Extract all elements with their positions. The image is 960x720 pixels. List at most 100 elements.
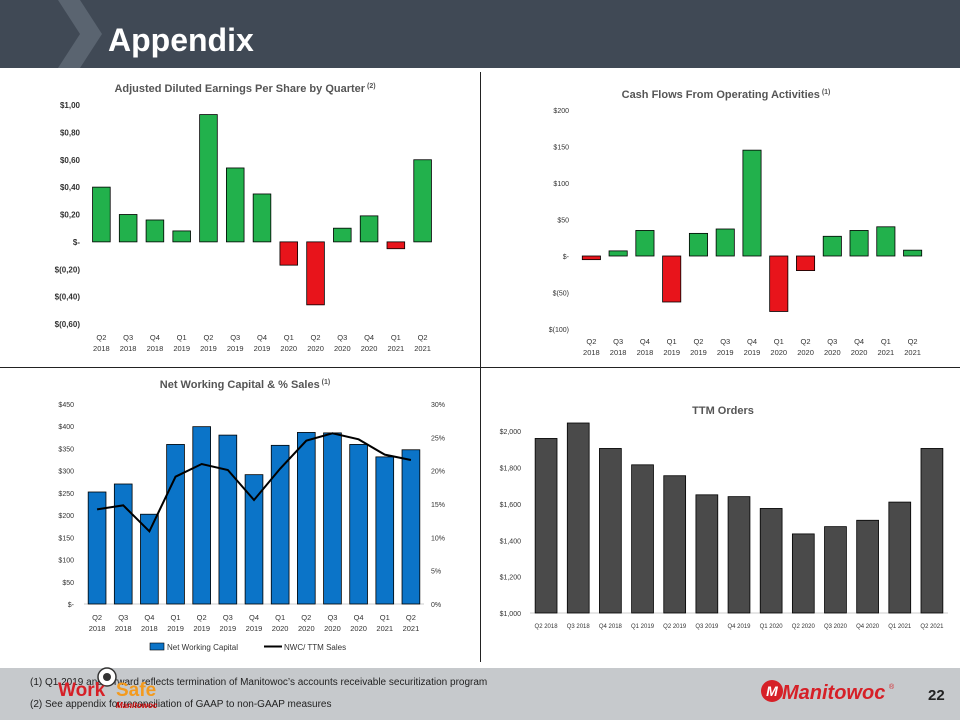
nwc-y2tick-label: 15% (431, 502, 445, 509)
ttm-xtick-label: Q2 2019 (663, 624, 687, 630)
nwc-y2tick-label: 0% (431, 602, 441, 609)
eps-xtick-year: 2019 (227, 344, 244, 353)
eps-xtick-year: 2020 (361, 344, 378, 353)
eps-xtick-year: 2019 (254, 344, 271, 353)
cfo-bar (662, 255, 682, 303)
ttm-bar (856, 519, 879, 614)
nwc-xtick-year: 2019 (167, 624, 184, 633)
ttm-ytick-label: $1,200 (500, 575, 522, 582)
nwc-bar (192, 426, 211, 605)
nwc-xtick-quarter: Q2 (406, 613, 416, 622)
nwc-bar (113, 483, 133, 605)
cfo-xtick-quarter: Q1 (774, 337, 784, 346)
nwc-xtick-year: 2018 (115, 624, 132, 633)
eps-xtick-quarter: Q3 (123, 333, 133, 342)
cfo-ytick-label: $150 (553, 145, 569, 152)
cfo-bar (796, 255, 816, 271)
ttm-xtick-label: Q4 2020 (856, 624, 880, 630)
cfo-bar (742, 149, 762, 257)
nwc-xtick-quarter: Q3 (223, 613, 233, 622)
chevron-decoration (58, 0, 102, 68)
horizontal-divider (0, 367, 960, 368)
cfo-ytick-label: $50 (557, 218, 569, 225)
nwc-xtick-quarter: Q2 (301, 613, 311, 622)
cfo-xtick-quarter: Q2 (908, 337, 918, 346)
ttm-xtick-label: Q2 2018 (535, 624, 559, 630)
eps-xtick-year: 2018 (93, 344, 110, 353)
cfo-xtick-year: 2019 (690, 348, 707, 357)
eps-bar (279, 241, 299, 266)
cfo-bar (903, 249, 923, 257)
ttm-bar (663, 475, 687, 614)
ttm-xtick-label: Q1 2019 (631, 624, 655, 630)
nwc-y2tick-label: 20% (431, 469, 445, 476)
cfo-xtick-year: 2018 (637, 348, 654, 357)
manitowoc-logo-icon: M (761, 680, 783, 702)
eps-xtick-quarter: Q4 (257, 333, 267, 342)
eps-ytick-label: $0,80 (60, 128, 81, 137)
nwc-y2tick-label: 30% (431, 402, 445, 409)
eps-xtick-quarter: Q2 (418, 333, 428, 342)
eps-ytick-label: $0,60 (60, 156, 81, 165)
nwc-xtick-year: 2021 (403, 624, 420, 633)
cfo-xtick-quarter: Q3 (720, 337, 730, 346)
eps-bar (172, 230, 191, 243)
nwc-bar (270, 444, 290, 605)
eps-xtick-year: 2019 (200, 344, 217, 353)
cash-flow-chart: Cash Flows From Operating Activities (1)… (481, 70, 960, 367)
brand-registered-mark: ® (889, 684, 895, 691)
eps-bar (118, 214, 138, 243)
worksafe-sub-text: Manitowoc (116, 701, 158, 710)
cfo-bar (715, 228, 735, 257)
nwc-xtick-year: 2019 (193, 624, 210, 633)
eps-xtick-quarter: Q1 (177, 333, 187, 342)
footer-band (0, 668, 960, 720)
cfo-xtick-year: 2019 (663, 348, 680, 357)
cfo-ytick-label: $- (563, 254, 570, 261)
brand-name: Manitowoc (782, 682, 886, 704)
nwc-bar (323, 432, 342, 605)
nwc-xtick-quarter: Q3 (118, 613, 128, 622)
cfo-xtick-quarter: Q4 (640, 337, 650, 346)
ttm-bar (534, 438, 558, 614)
nwc-xtick-year: 2020 (298, 624, 315, 633)
nwc-xtick-quarter: Q4 (249, 613, 259, 622)
nwc-ytick-label: $400 (58, 424, 74, 431)
nwc-xtick-quarter: Q3 (327, 613, 337, 622)
cfo-xtick-year: 2019 (744, 348, 761, 357)
cfo-bar (849, 230, 869, 257)
eps-xtick-year: 2019 (173, 344, 190, 353)
eps-bar (145, 219, 165, 243)
ttm-xtick-label: Q4 2019 (727, 624, 751, 630)
eps-xtick-year: 2020 (334, 344, 351, 353)
cfo-xtick-quarter: Q4 (854, 337, 864, 346)
nwc-xtick-quarter: Q1 (380, 613, 390, 622)
nwc-chart-title: Net Working Capital & % Sales (1) (160, 379, 330, 391)
eps-xtick-year: 2018 (147, 344, 164, 353)
ttm-bar (599, 448, 622, 614)
eps-ytick-label: $1,00 (60, 101, 81, 110)
ttm-xtick-label: Q4 2018 (599, 624, 623, 630)
page-title: Appendix (108, 22, 254, 58)
ttm-orders-chart: TTM Orders $2,000 $1,800 $1,600 $1,400 $1,200… (481, 368, 960, 662)
eps-ytick-label: $- (73, 238, 80, 247)
eps-xtick-quarter: Q3 (230, 333, 240, 342)
nwc-xtick-quarter: Q4 (144, 613, 154, 622)
nwc-ytick-label: $50 (62, 580, 74, 587)
cfo-xtick-year: 2020 (797, 348, 814, 357)
cfo-ytick-label: $100 (553, 181, 569, 188)
nwc-xtick-quarter: Q2 (197, 613, 207, 622)
nwc-xtick-quarter: Q4 (354, 613, 364, 622)
eps-bar (333, 227, 352, 243)
ttm-xtick-label: Q3 2020 (824, 624, 848, 630)
eps-bar (252, 193, 272, 243)
eps-bar (413, 159, 432, 243)
nwc-bar (87, 491, 107, 605)
eps-ytick-label: $0,20 (60, 211, 81, 220)
nwc-bar (375, 456, 395, 605)
nwc-xtick-year: 2020 (324, 624, 341, 633)
cfo-xtick-quarter: Q2 (586, 337, 596, 346)
ttm-bar (695, 494, 719, 614)
eps-xtick-quarter: Q2 (203, 333, 213, 342)
cfo-bar (608, 250, 628, 257)
